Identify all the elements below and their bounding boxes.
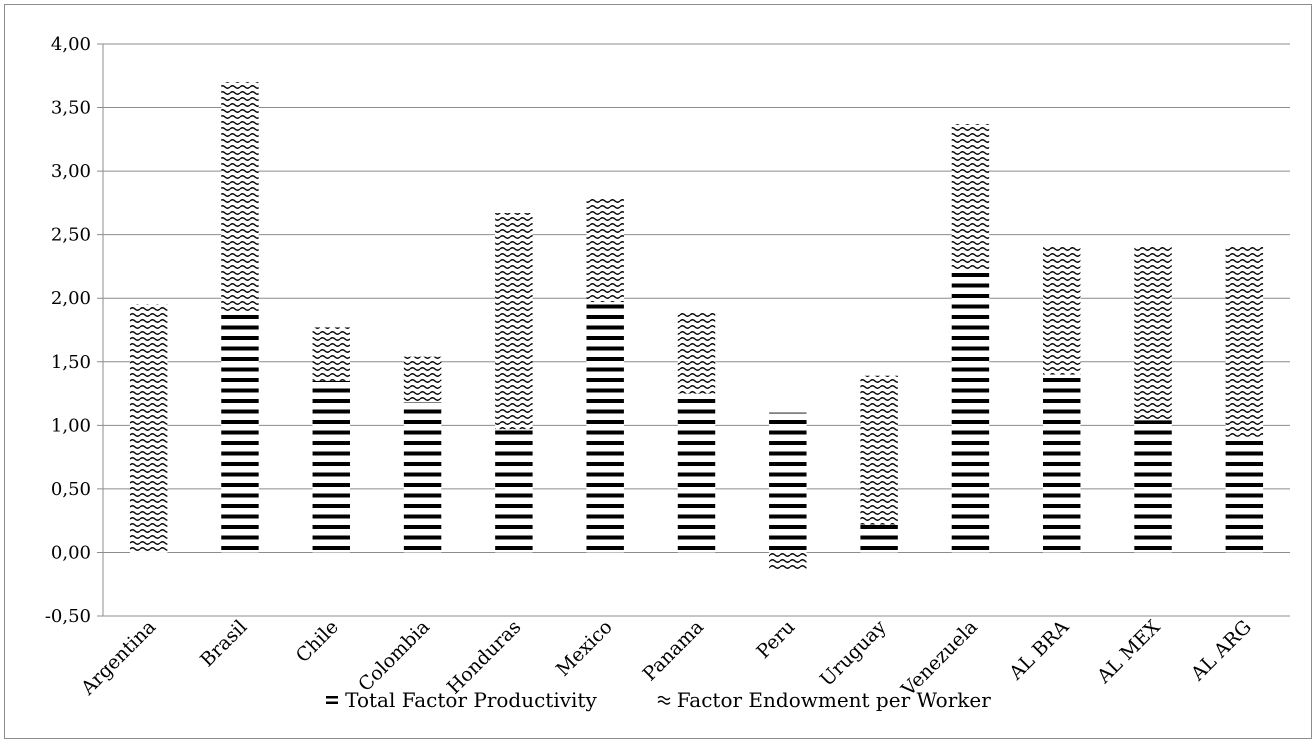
legend-item-fepw: Factor Endowment per Worker xyxy=(657,688,991,712)
y-tick-label: 0,00 xyxy=(51,542,91,563)
bar-segment-fepw xyxy=(495,213,533,430)
bar-segment-tfp xyxy=(221,310,259,553)
bar-segment-tfp xyxy=(586,302,624,553)
bar-segment-fepw xyxy=(403,356,442,403)
bar-segment-fepw xyxy=(1225,246,1264,437)
legend-label-fepw: Factor Endowment per Worker xyxy=(676,688,991,712)
bar-segment-fepw xyxy=(769,552,807,571)
bar-segment-tfp xyxy=(129,552,168,557)
bar-segment-tfp xyxy=(860,524,898,553)
y-tick-label: 1,00 xyxy=(51,415,91,436)
y-tick-label: 2,50 xyxy=(51,225,91,246)
legend-item-tfp: Total Factor Productivity xyxy=(325,688,597,712)
y-tick-label: 0,50 xyxy=(51,479,91,500)
x-category-label: Panama xyxy=(639,616,708,685)
bar-segment-tfp xyxy=(1225,436,1264,553)
bar-segment-fepw xyxy=(860,375,898,525)
y-tick-label: 2,00 xyxy=(51,288,91,309)
bar-segment-tfp xyxy=(403,402,442,553)
bars xyxy=(129,82,1264,571)
x-category-label: Uruguay xyxy=(816,616,891,691)
x-category-label: Peru xyxy=(752,616,799,663)
y-tick-label: 1,50 xyxy=(51,352,91,373)
legend: Total Factor Productivity Factor Endowme… xyxy=(0,688,1316,712)
bar-segment-fepw xyxy=(221,82,259,311)
y-tick-label: 3,00 xyxy=(51,161,91,182)
legend-label-tfp: Total Factor Productivity xyxy=(345,688,597,712)
bar-segment-tfp xyxy=(312,380,350,553)
x-category-label: AL ARG xyxy=(1186,616,1256,686)
waves-swatch-icon xyxy=(657,695,671,705)
x-category-label: Colombia xyxy=(354,616,434,696)
stripes-swatch-icon xyxy=(326,696,339,704)
bar-segment-fepw xyxy=(129,304,168,553)
bar-segment-tfp xyxy=(1043,374,1081,553)
bar-segment-tfp xyxy=(769,412,807,553)
bar-segment-fepw xyxy=(677,312,716,394)
bar-segment-tfp xyxy=(495,429,533,553)
bar-segment-fepw xyxy=(951,124,990,271)
bar-segment-tfp xyxy=(677,393,716,553)
bar-segment-fepw xyxy=(312,327,350,381)
bar-segment-fepw xyxy=(586,197,624,303)
y-tick-label: 4,00 xyxy=(51,34,91,55)
bar-segment-tfp xyxy=(1134,420,1172,553)
y-axis-labels: -0,50 0,00 0,50 1,00 1,50 2,00 2,50 3,00 3,50 4,0… xyxy=(45,34,91,627)
bar-segment-fepw xyxy=(1134,246,1172,421)
x-category-label: Mexico xyxy=(552,616,617,681)
y-tick-label: -0,50 xyxy=(45,606,91,627)
y-tick-label: 3,50 xyxy=(51,98,91,119)
x-category-label: Brasil xyxy=(196,616,251,671)
x-category-label: AL BRA xyxy=(1004,616,1073,685)
bar-segment-fepw xyxy=(1043,246,1081,375)
x-category-label: Honduras xyxy=(443,616,526,699)
x-category-label: AL MEX xyxy=(1092,616,1165,689)
gridlines xyxy=(97,43,1290,617)
bar-segment-tfp xyxy=(951,270,990,553)
x-category-label: Chile xyxy=(292,616,343,667)
